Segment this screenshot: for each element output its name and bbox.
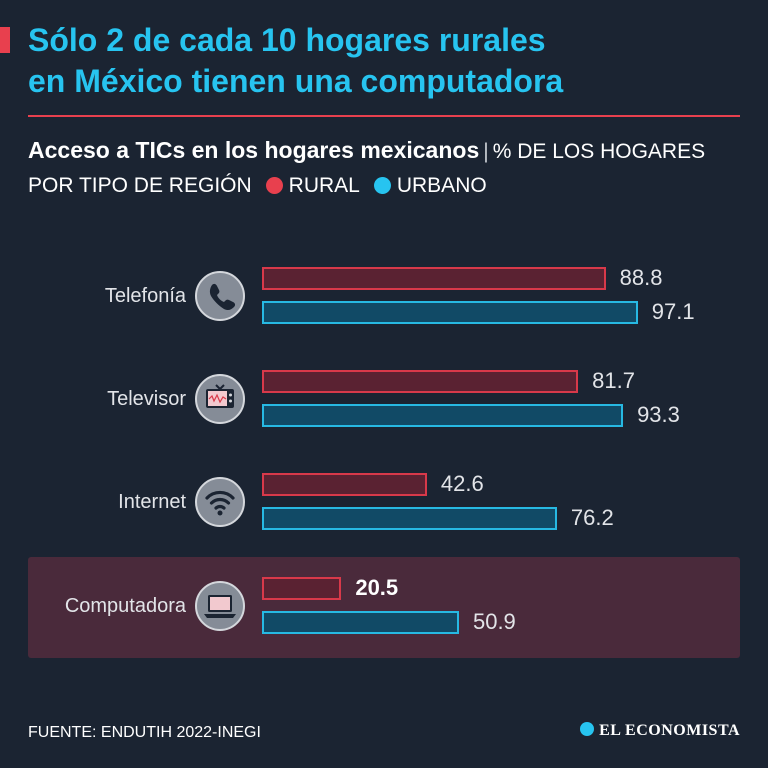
- subtitle-unit: % DE LOS HOGARES POR TIPO DE REGIÓN: [28, 140, 706, 197]
- subtitle-title: Acceso a TICs en los hogares mexicanos: [28, 137, 480, 163]
- bar-urban-televisor: [262, 404, 624, 427]
- subtitle-separator: |: [483, 140, 489, 163]
- highlight-computadora: [28, 557, 740, 658]
- bar-urban-telefonia: [262, 301, 638, 324]
- television-icon: [195, 374, 245, 424]
- value-label-urban-telefonia: 97.1: [651, 299, 695, 324]
- headline-line-2: en México tienen una computadora: [28, 63, 564, 99]
- category-label-internet: Internet: [118, 491, 186, 513]
- bar-rural-computadora: [262, 577, 342, 600]
- value-label-urban-televisor: 93.3: [637, 402, 680, 427]
- brand-logo: EL ECONOMISTA: [580, 722, 740, 740]
- value-label-rural-computadora: 20.5: [355, 575, 399, 600]
- laptop-icon: [195, 581, 245, 631]
- bar-rural-internet: [262, 473, 427, 496]
- bar-urban-computadora: [262, 611, 459, 634]
- bar-rural-telefonia: [262, 267, 606, 290]
- legend-rural-dot: [265, 177, 283, 194]
- legend-rural-label: RURAL: [288, 174, 360, 197]
- value-label-rural-telefonia: 88.8: [619, 265, 663, 290]
- legend-urban-label: URBANO: [396, 174, 487, 197]
- phone-icon: [195, 271, 245, 321]
- value-label-rural-televisor: 81.7: [592, 368, 635, 393]
- bar-rural-televisor: [262, 370, 579, 393]
- legend-urban-dot: [373, 177, 391, 194]
- headline-divider: [28, 115, 740, 117]
- chart-subtitle: Acceso a TICs en los hogares mexicanos |%…: [28, 133, 740, 203]
- wifi-icon: [195, 477, 245, 527]
- category-label-televisor: Televisor: [107, 388, 186, 410]
- brand-name: EL ECONOMISTA: [599, 722, 740, 739]
- category-label-telefonia: Telefonía: [104, 285, 186, 307]
- headline: Sólo 2 de cada 10 hogares rurales en Méx…: [28, 20, 748, 102]
- source-note: FUENTE: ENDUTIH 2022-INEGI: [28, 724, 261, 741]
- bar-urban-internet: [262, 507, 557, 530]
- value-label-urban-computadora: 50.9: [472, 609, 516, 634]
- value-label-rural-internet: 42.6: [440, 471, 484, 496]
- category-label-computadora: Computadora: [64, 595, 186, 617]
- title-accent-bar: [0, 27, 10, 53]
- value-label-urban-internet: 76.2: [570, 505, 614, 530]
- brand-mark-icon: [580, 722, 595, 736]
- headline-line-1: Sólo 2 de cada 10 hogares rurales: [28, 22, 546, 58]
